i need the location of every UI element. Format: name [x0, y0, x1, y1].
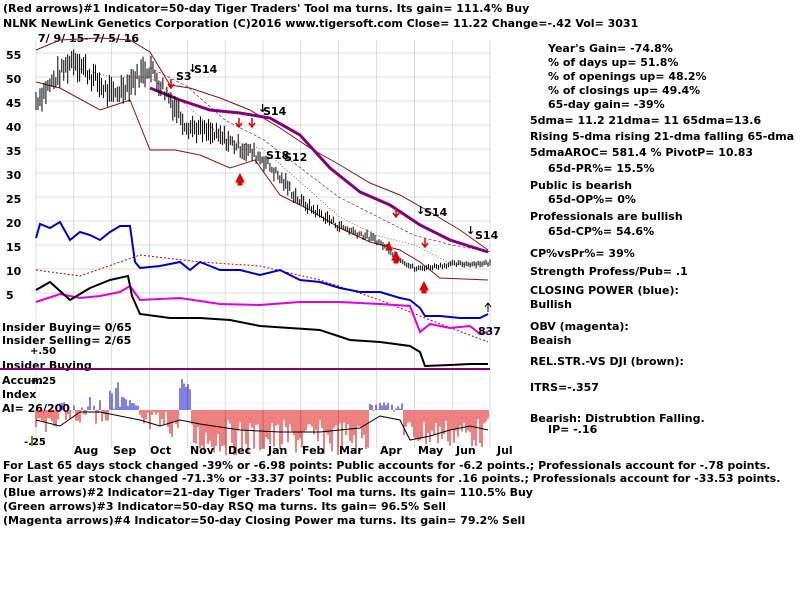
signal-label: ↓	[188, 62, 197, 75]
month-label: Feb	[302, 444, 325, 457]
insider-selling-label: Insider Selling= 2/65	[2, 334, 131, 347]
signal-label: S14	[194, 63, 218, 76]
stat-text: REL.STR.-VS DJI (brown):	[530, 355, 684, 368]
insider-plus50: +.50	[30, 346, 56, 357]
ma21-line	[73, 67, 490, 265]
price-bars	[35, 49, 491, 272]
accum-plus25: +.25	[30, 376, 56, 387]
stats-panel: Year's Gain= -74.8% % of days up= 51.8% …	[530, 42, 794, 436]
stat-text: % of openings up= 48.2%	[548, 70, 707, 83]
stat-text: OBV (magenta):	[530, 320, 629, 333]
upper-band-line	[35, 37, 489, 251]
signal-label: ↓	[258, 102, 267, 115]
ma65-overlay-line	[149, 67, 491, 253]
y-tick: 40	[6, 121, 22, 134]
month-label: Jul	[496, 444, 513, 457]
insider-panel-label: Insider Buying	[2, 359, 92, 372]
signal-label: S14	[475, 229, 499, 242]
insider-buying-label: Insider Buying= 0/65	[2, 321, 132, 334]
stat-text: CP%vsPr%= 39%	[530, 247, 635, 260]
stat-text: 65d-PR%= 15.5%	[548, 162, 655, 175]
y-tick: 45	[6, 97, 21, 110]
stat-text: Strength Profess/Pub= .1	[530, 265, 688, 278]
month-axis: Aug Sep Oct Nov Dec Jan Feb Mar Apr May …	[74, 444, 513, 457]
stat-text: 65d-CP%= 54.6%	[548, 225, 654, 238]
header-line-1: (Red arrows)#1 Indicator=50-day Tiger Tr…	[3, 2, 529, 15]
footer-line: For Last year stock changed -71.3% or -3…	[3, 472, 780, 485]
stat-text: Bearish: Distrubtion Falling.	[530, 412, 705, 425]
price-axis: 55 50 45 40 35 30 25 20 15 10 5	[6, 49, 22, 302]
obv-line	[35, 284, 489, 336]
stat-text: Beaish	[530, 334, 571, 347]
y-tick: 50	[6, 73, 22, 86]
accum-label: Accum	[2, 374, 43, 387]
y-tick: 15	[6, 241, 21, 254]
y-tick: 20	[6, 217, 22, 230]
cp-value-label: 837	[478, 325, 501, 338]
stat-text: 65d-OP%= 0%	[548, 193, 636, 206]
month-label: Mar	[339, 444, 363, 457]
signal-label: S14	[424, 206, 448, 219]
stat-text: Bullish	[530, 298, 572, 311]
footer-line: (Blue arrows)#2 Indicator=21-day Tiger T…	[3, 486, 533, 499]
signal-label: S14	[263, 105, 287, 118]
signal-label: S3	[176, 70, 192, 83]
index-label: Index	[2, 388, 36, 401]
month-label: Jan	[267, 444, 287, 457]
y-tick: 25	[6, 193, 21, 206]
y-tick: 5	[6, 289, 14, 302]
stat-text: ITRS=-.357	[530, 381, 599, 394]
signal-label: ↓	[416, 204, 425, 217]
stat-text: Professionals are bullish	[530, 210, 683, 223]
stat-text: 5dma= 11.2 21dma= 11 65dma=13.6	[530, 114, 761, 127]
footer-line: (Magenta arrows)#4 Indicator=50-day Clos…	[3, 514, 525, 527]
month-label: Sep	[113, 444, 136, 457]
header-line-2: NLNK NewLink Genetics Corporation (C)201…	[3, 17, 638, 30]
lower-band-line	[35, 81, 489, 281]
footer-line: For Last 65 days stock changed -39% or -…	[3, 459, 770, 472]
y-tick: 55	[6, 49, 21, 62]
red-arrow-signals	[167, 79, 429, 294]
ai-label: AI= 26/200	[2, 402, 70, 415]
month-label: Oct	[150, 444, 171, 457]
y-tick: 30	[6, 169, 22, 182]
accum-minus25: -.25	[24, 437, 46, 448]
month-label: May	[418, 444, 443, 457]
accumulation-line	[35, 274, 488, 368]
y-tick: 10	[6, 265, 22, 278]
accum-ma-line	[35, 411, 489, 441]
stat-text: % of days up= 51.8%	[548, 56, 678, 69]
stat-text: Public is bearish	[530, 179, 632, 192]
y-tick: 35	[6, 145, 21, 158]
month-label: Jun	[455, 444, 476, 457]
month-label: Apr	[380, 444, 402, 457]
stat-text: 65-day gain= -39%	[548, 98, 665, 111]
footer-line: (Green arrows)#3 Indicator=50-day RSQ ma…	[3, 500, 446, 513]
signal-label: S18	[266, 149, 289, 162]
signal-label: ↓	[466, 224, 475, 237]
stat-text: IP= -.16	[548, 423, 598, 436]
month-label: Dec	[228, 444, 251, 457]
ma65-line	[149, 86, 489, 254]
stat-text: 5dmaAROC= 581.4 % PivotP= 10.83	[530, 146, 753, 159]
closing-power-line	[35, 220, 489, 319]
stat-text: Year's Gain= -74.8%	[547, 42, 673, 55]
month-label: Aug	[74, 444, 98, 457]
stat-text: CLOSING POWER (blue):	[530, 284, 679, 297]
month-label: Nov	[190, 444, 215, 457]
stat-text: Rising 5-dma rising 21-dma falling 65-dm…	[530, 130, 794, 143]
stat-text: % of closings up= 49.4%	[548, 84, 700, 97]
signal-label: S12	[284, 151, 307, 164]
